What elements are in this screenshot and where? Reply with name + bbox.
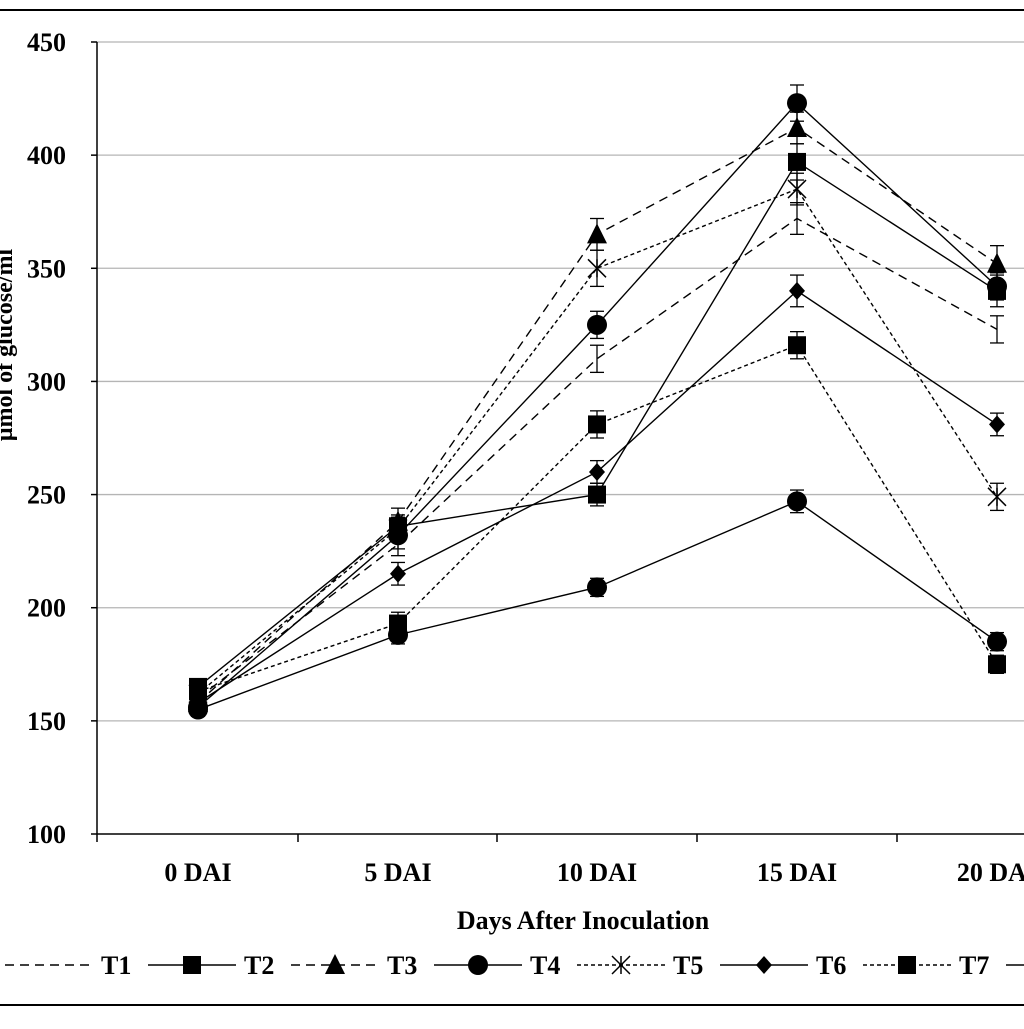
series bbox=[188, 84, 1007, 720]
data-point bbox=[787, 93, 807, 114]
x-tick-label: 5 DAI bbox=[364, 858, 431, 887]
data-point bbox=[787, 491, 807, 512]
data-point bbox=[388, 518, 408, 539]
y-tick-label: 200 bbox=[27, 594, 66, 623]
legend-marker bbox=[183, 956, 201, 974]
legend-marker bbox=[325, 954, 345, 974]
data-point bbox=[987, 276, 1007, 297]
legend-item: T6 bbox=[720, 951, 846, 980]
gridlines bbox=[97, 41, 1024, 722]
data-point bbox=[789, 281, 805, 300]
legend-label: T2 bbox=[244, 951, 274, 980]
legend: T1 T2 T3 T4 T5 T6 T7 bbox=[5, 951, 1024, 980]
series-line bbox=[197, 188, 998, 695]
series-unnamed bbox=[188, 489, 1007, 720]
data-point bbox=[588, 485, 606, 504]
legend-item bbox=[1006, 964, 1024, 966]
y-tick-label: 400 bbox=[27, 141, 66, 170]
axes: 100 150 200 250 300 350 400 450 0 DAI 5 DAI 10 DAI… bbox=[27, 28, 1024, 887]
data-point bbox=[188, 699, 208, 720]
data-point bbox=[587, 577, 607, 598]
y-tick-label: 150 bbox=[27, 707, 66, 736]
y-tick-label: 100 bbox=[27, 820, 66, 849]
x-axis-label: Days After Inoculation bbox=[457, 906, 710, 935]
legend-marker bbox=[898, 956, 916, 974]
legend-item: T4 bbox=[434, 951, 560, 980]
y-tick-label: 250 bbox=[27, 481, 66, 510]
series-line bbox=[197, 217, 998, 699]
legend-label: T4 bbox=[530, 951, 560, 980]
data-point bbox=[987, 487, 1007, 507]
error-bar bbox=[990, 315, 1004, 344]
data-point bbox=[189, 682, 207, 701]
legend-item: T2 bbox=[148, 951, 274, 980]
legend-label: T1 bbox=[101, 951, 131, 980]
data-point bbox=[390, 564, 406, 583]
x-tick-label: 15 DAI bbox=[757, 858, 837, 887]
legend-item: T1 bbox=[5, 951, 131, 980]
data-point bbox=[587, 223, 607, 244]
data-point bbox=[787, 116, 807, 137]
data-point bbox=[587, 314, 607, 335]
series-t7 bbox=[189, 330, 1006, 701]
data-point bbox=[588, 415, 606, 434]
error-bar bbox=[590, 344, 604, 374]
x-tick-label: 10 DAI bbox=[557, 858, 637, 887]
y-tick-label: 350 bbox=[27, 254, 66, 283]
data-point bbox=[989, 415, 1005, 434]
x-tick-label: 20 DAI bbox=[957, 858, 1024, 887]
data-point bbox=[787, 179, 807, 199]
data-point bbox=[988, 655, 1006, 674]
legend-label: T3 bbox=[387, 951, 417, 980]
legend-label: T5 bbox=[673, 951, 703, 980]
data-point bbox=[388, 624, 408, 645]
y-tick-label: 300 bbox=[27, 367, 66, 396]
y-tick-label: 450 bbox=[27, 28, 66, 57]
data-point bbox=[987, 252, 1007, 273]
data-point bbox=[788, 336, 806, 355]
legend-label: T6 bbox=[816, 951, 846, 980]
data-point bbox=[788, 152, 806, 171]
y-axis-label: μmol of glucose/ml bbox=[0, 249, 18, 442]
legend-label: T7 bbox=[959, 951, 989, 980]
legend-item: T5 bbox=[577, 951, 703, 980]
legend-item: T7 bbox=[863, 951, 989, 980]
legend-marker bbox=[468, 955, 488, 975]
legend-marker bbox=[756, 956, 772, 974]
legend-marker bbox=[611, 955, 631, 975]
data-point bbox=[987, 631, 1007, 652]
legend-item: T3 bbox=[291, 951, 417, 980]
x-tick-label: 0 DAI bbox=[164, 858, 231, 887]
data-point bbox=[589, 462, 605, 481]
data-point bbox=[587, 258, 607, 278]
